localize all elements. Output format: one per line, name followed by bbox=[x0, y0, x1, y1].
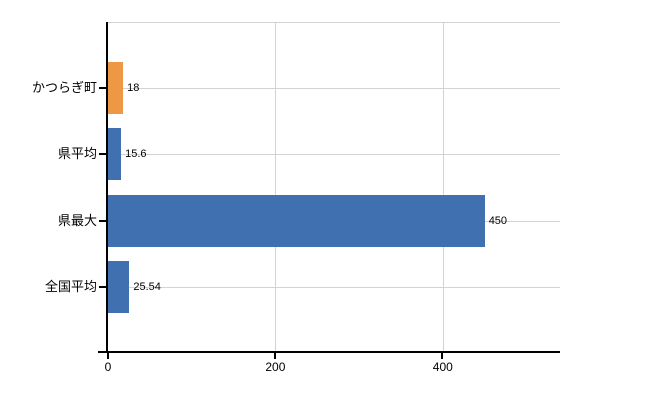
category-label: かつらぎ町 bbox=[31, 80, 97, 96]
category-label: 県最大 bbox=[57, 212, 97, 228]
bar[interactable] bbox=[108, 62, 124, 115]
x-tick-label: 0 bbox=[104, 360, 112, 374]
horizontal-gridline bbox=[108, 154, 560, 156]
horizontal-gridline bbox=[108, 88, 560, 90]
x-axis-line bbox=[98, 351, 560, 353]
horizontal-gridline bbox=[108, 286, 560, 288]
category-label: 県平均 bbox=[57, 146, 97, 162]
x-axis-tick bbox=[106, 353, 109, 359]
bar[interactable] bbox=[108, 260, 130, 313]
y-axis-line bbox=[106, 22, 108, 353]
x-tick-label: 200 bbox=[265, 360, 286, 374]
bar-value-label: 15.6 bbox=[125, 148, 147, 161]
y-axis-tick bbox=[99, 285, 106, 288]
category-label: 全国平均 bbox=[44, 278, 97, 294]
x-tick-label: 400 bbox=[432, 360, 453, 374]
bar-value-label: 18 bbox=[127, 82, 140, 95]
bar-value-label: 25.54 bbox=[133, 280, 161, 293]
y-axis-tick bbox=[99, 153, 106, 156]
plot-top-border bbox=[108, 22, 560, 23]
y-axis-tick bbox=[99, 219, 106, 222]
bar[interactable] bbox=[108, 194, 485, 247]
x-axis-tick bbox=[273, 353, 276, 359]
bar[interactable] bbox=[108, 128, 122, 181]
x-axis-tick bbox=[441, 353, 444, 359]
vertical-gridline bbox=[442, 22, 444, 353]
y-axis-tick bbox=[99, 87, 106, 90]
bar-value-label: 450 bbox=[488, 214, 508, 227]
vertical-gridline bbox=[275, 22, 277, 353]
